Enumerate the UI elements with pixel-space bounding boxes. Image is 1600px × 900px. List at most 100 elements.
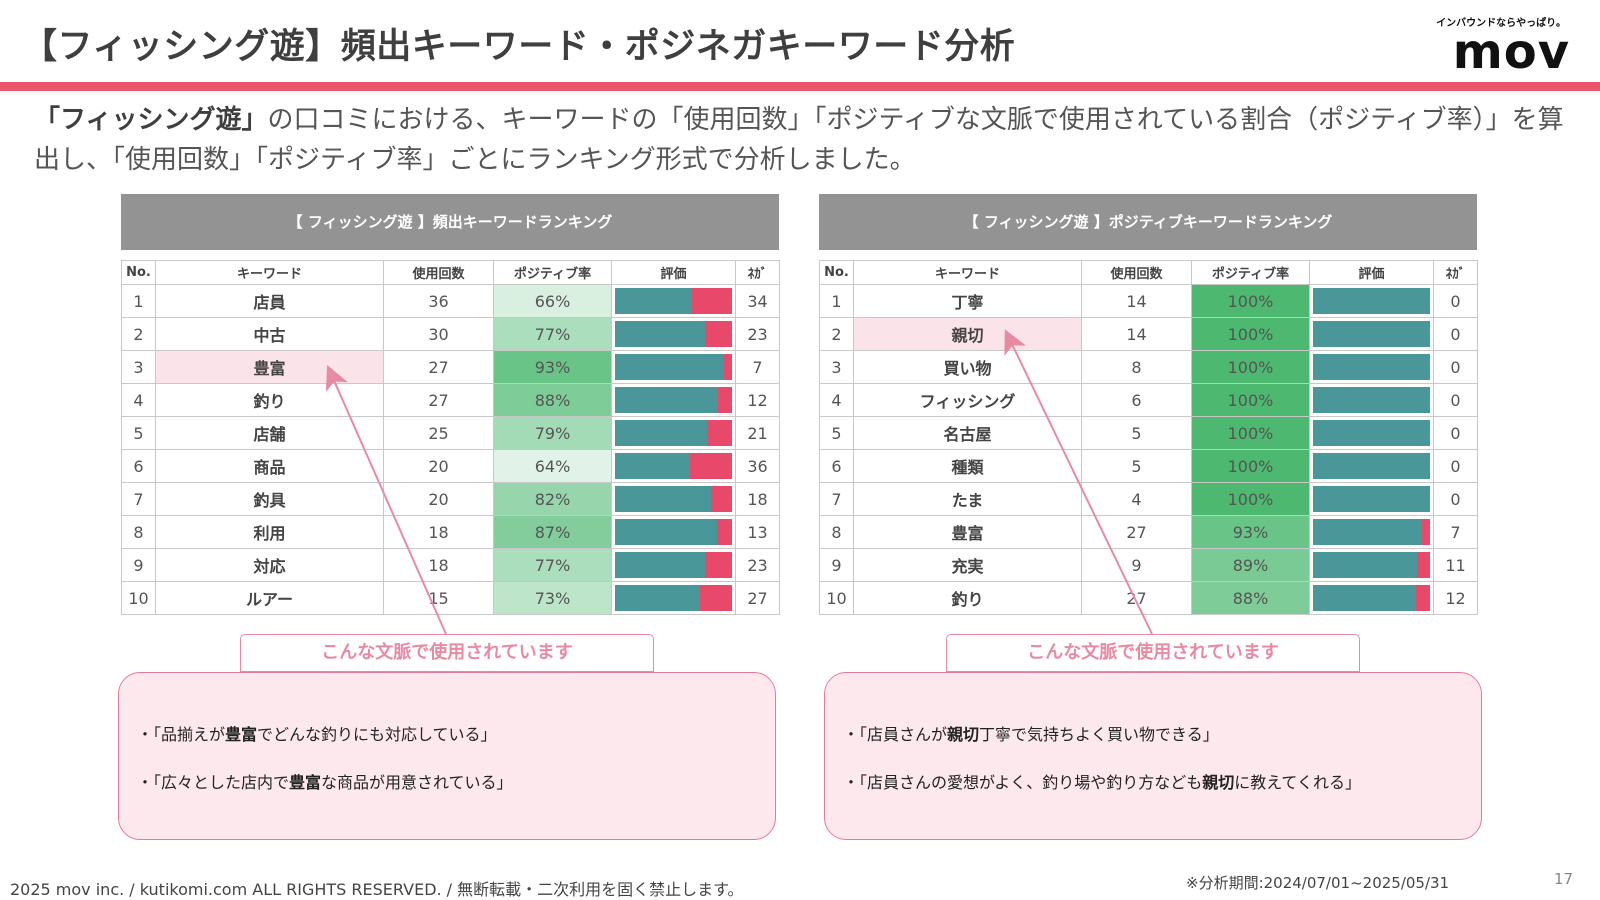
row-rate: 79% [493,416,612,450]
quote-keyword: 親切 [1202,773,1235,792]
row-eval-bar [1309,416,1434,450]
positive-bar [1313,288,1430,314]
row-keyword: ルアー [155,581,384,615]
row-count: 15 [383,581,494,615]
row-no: 4 [819,383,854,417]
row-keyword: 中古 [155,317,384,351]
row-no: 8 [819,515,854,549]
right-callout-line-1: ・「店員さんが親切丁寧で気持ちよく買い物できる」 [843,721,1463,745]
row-nega: 34 [735,284,780,318]
row-count: 20 [383,449,494,483]
positive-bar [615,585,701,611]
row-rate: 100% [1191,350,1310,384]
row-eval-bar [1309,482,1434,516]
row-rate: 100% [1191,284,1310,318]
table-row: 5 名古屋 5 100% 0 [819,416,1478,450]
positive-bar [1313,354,1430,380]
row-eval-bar [1309,317,1434,351]
positive-ranking-heading: 【 フィッシング遊 】ポジティブキーワードランキング [819,194,1477,250]
positive-bar [1313,453,1430,479]
row-eval-bar [1309,515,1434,549]
col-count: 使用回数 [1081,260,1192,285]
row-count: 5 [1081,449,1192,483]
row-no: 2 [121,317,156,351]
row-keyword: 買い物 [853,350,1082,384]
negative-bar [1313,288,1430,314]
col-no: No. [819,260,854,285]
col-nega: ﾈｶﾞ [1433,260,1478,285]
row-nega: 0 [1433,482,1478,516]
intro-text: 「フィッシング遊」の口コミにおける、キーワードの「使用回数」「ポジティブな文脈で… [34,100,1574,180]
row-rate: 77% [493,317,612,351]
row-rate: 100% [1191,383,1310,417]
table-row: 1 丁寧 14 100% 0 [819,284,1478,318]
positive-ranking-table: No. キーワード 使用回数 ポジティブ率 評価 ﾈｶﾞ 1 丁寧 14 100% 0 2… [819,260,1478,615]
row-nega: 7 [1433,515,1478,549]
quote-text: でどんな釣りにも対応している」 [257,725,497,744]
row-nega: 0 [1433,350,1478,384]
positive-bar [1313,486,1430,512]
positive-bar [1313,321,1430,347]
col-eval: 評価 [611,260,736,285]
frequency-ranking-rows: 1 店員 36 66% 34 2 中古 30 77% 23 3 豊富 27 93% 7 4 釣り 27 88% 12 5… [121,284,780,615]
col-nega: ﾈｶﾞ [735,260,780,285]
table-row: 7 たま 4 100% 0 [819,482,1478,516]
negative-bar [1313,453,1430,479]
row-no: 5 [819,416,854,450]
right-callout-label: こんな文脈で使用されています [946,634,1360,672]
negative-bar [1313,552,1430,578]
row-nega: 23 [735,548,780,582]
negative-bar [615,420,732,446]
row-eval-bar [1309,350,1434,384]
row-keyword: 豊富 [853,515,1082,549]
col-no: No. [121,260,156,285]
col-rate: ポジティブ率 [1191,260,1310,285]
left-callout-label: こんな文脈で使用されています [240,634,654,672]
table-row: 4 釣り 27 88% 12 [121,383,780,417]
positive-bar [615,354,724,380]
positive-bar [1313,585,1416,611]
table-row: 3 豊富 27 93% 7 [121,350,780,384]
row-rate: 100% [1191,317,1310,351]
quote-keyword: 豊富 [225,725,258,744]
row-nega: 18 [735,482,780,516]
row-count: 14 [1081,284,1192,318]
row-rate: 89% [1191,548,1310,582]
col-eval: 評価 [1309,260,1434,285]
table-row: 4 フィッシング 6 100% 0 [819,383,1478,417]
col-keyword: キーワード [853,260,1082,285]
negative-bar [615,453,732,479]
left-callout-box: ・「品揃えが豊富でどんな釣りにも対応している」 ・「広々とした店内で豊富な商品が… [118,672,776,840]
negative-bar [615,321,732,347]
positive-bar [615,453,690,479]
positive-bar [1313,420,1430,446]
row-keyword: 商品 [155,449,384,483]
row-no: 9 [819,548,854,582]
row-nega: 0 [1433,383,1478,417]
row-rate: 100% [1191,449,1310,483]
row-eval-bar [611,350,736,384]
row-nega: 36 [735,449,780,483]
row-eval-bar [1309,284,1434,318]
row-no: 10 [819,581,854,615]
col-rate: ポジティブ率 [493,260,612,285]
table-row: 3 買い物 8 100% 0 [819,350,1478,384]
row-count: 20 [383,482,494,516]
col-keyword: キーワード [155,260,384,285]
row-eval-bar [1309,449,1434,483]
table-row: 10 ルアー 15 73% 27 [121,581,780,615]
quote-keyword: 親切 [947,725,980,744]
table-row: 5 店舗 25 79% 21 [121,416,780,450]
row-rate: 100% [1191,482,1310,516]
row-count: 25 [383,416,494,450]
positive-bar [615,486,711,512]
negative-bar [1313,486,1430,512]
row-nega: 12 [735,383,780,417]
row-nega: 0 [1433,449,1478,483]
row-keyword: 種類 [853,449,1082,483]
row-count: 9 [1081,548,1192,582]
row-nega: 27 [735,581,780,615]
table-row: 8 利用 18 87% 13 [121,515,780,549]
row-keyword: 釣り [155,383,384,417]
analysis-period: ※分析期間:2024/07/01~2025/05/31 [1186,874,1450,892]
